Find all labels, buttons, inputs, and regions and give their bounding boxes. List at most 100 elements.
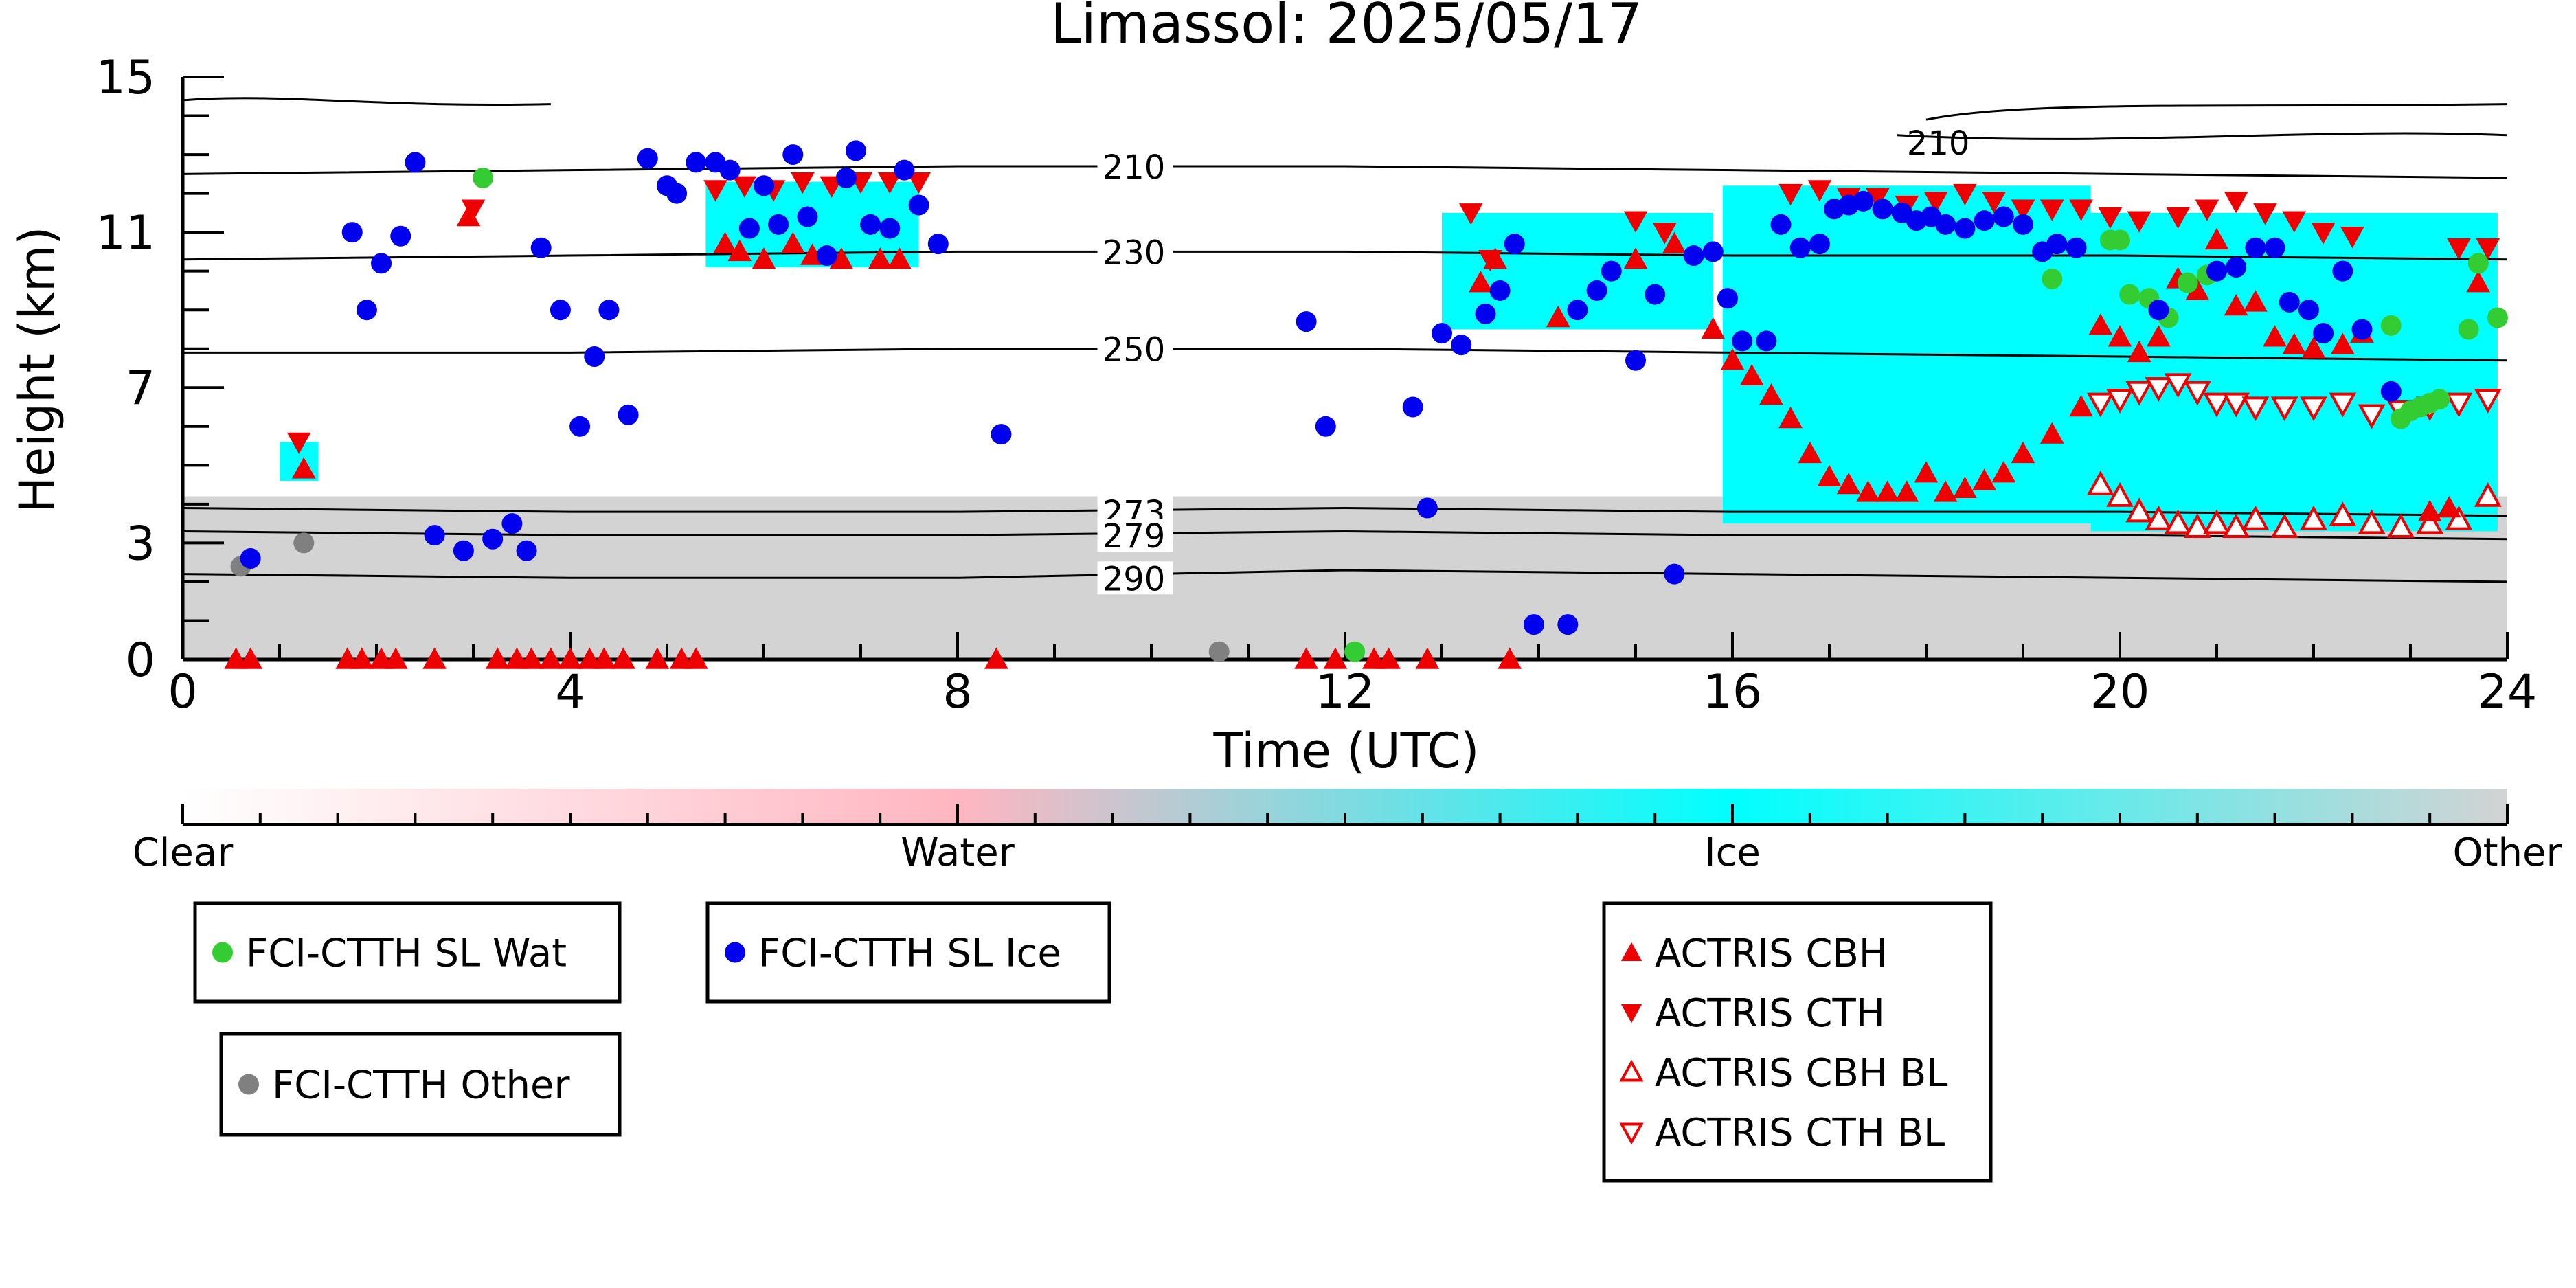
actris-cth-point [877,172,902,194]
fci-ctth-sl-ice-point [2245,237,2266,258]
actris-cbh-point [2204,227,2229,250]
fci-ctth-sl-ice-point [719,159,741,181]
actris-cbh-bl-point [2145,505,2173,530]
actris-cth-point [1458,203,1483,225]
actris-cbh-point [2224,294,2248,316]
actris-cth-bl-point [2300,396,2327,422]
fci-ctth-sl-ice-point [453,540,474,561]
legend-label: FCI-CTTH SL Wat [246,931,567,976]
fci-ctth-sl-ice-point [1809,234,1830,255]
actris-cbh-point [1720,348,1745,370]
x-tick-label: 16 [1703,665,1763,719]
x-tick-label: 4 [555,665,585,719]
actris-cbh-point [539,647,563,669]
fci-ctth-sl-ice-point [797,206,818,227]
fci-ctth-sl-ice-point [1601,260,1622,282]
actris-cbh-point [2127,340,2151,363]
isotherm-label: 290 [1103,560,1166,598]
actris-cth-bl-point [2106,389,2134,414]
actris-cth-point [2311,223,2336,245]
actris-cth-point [2195,199,2219,221]
fci-ctth-sl-ice-point [1489,280,1511,301]
fci-ctth-sl-ice-point [618,404,639,425]
fci-ctth-sl-ice-point [424,525,445,546]
fci-ctth-sl-ice-point [1770,214,1792,235]
actris-cbh-point [683,647,708,669]
fci-ctth-sl-ice-point [845,140,866,161]
fci-ctth-sl-ice-point [1586,280,1607,301]
fci-ctth-sl-wat-point [2380,315,2402,336]
isotherm-label: 230 [1103,234,1166,272]
data-points [224,140,2508,669]
fci-ctth-sl-ice-point [894,159,915,181]
y-tick-label: 3 [126,517,155,571]
fci-ctth-sl-ice-point [2013,214,2033,235]
fci-ctth-sl-ice-point [598,300,620,321]
actris-cth-point [1953,183,1977,206]
colorbar-label: Other [2452,831,2562,875]
fci-ctth-sl-ice-point [637,148,658,169]
fci-ctth-sl-ice-point [860,214,881,235]
actris-cth-point [2340,227,2364,249]
fci-ctth-sl-ice-point [2298,300,2319,321]
classification-background [183,181,2507,659]
actris-cbh-bl-point [2387,513,2415,538]
legend-marker [1620,942,1642,961]
actris-cbh-point [1759,383,1783,405]
actris-cbh-point [383,647,408,669]
fci-ctth-sl-ice-point [1402,396,1423,418]
actris-cbh-point [780,231,805,253]
fci-ctth-sl-ice-point [1993,206,2014,227]
fci-ctth-sl-wat-point [2110,229,2130,251]
actris-cbh-point [2282,332,2307,354]
legend-marker [1620,1004,1642,1024]
actris-cbh-point [291,457,316,479]
isotherm-label-bg [1097,332,1173,365]
legend-box [1602,901,1993,1183]
y-axis-label: Height (km) [9,227,65,513]
actris-cbh-bl-point [2300,505,2327,530]
actris-cth-point [2282,211,2307,233]
actris-cbh-point [2108,325,2132,347]
actris-cbh-point [2069,395,2093,417]
actris-cbh-point [1323,647,1348,669]
actris-cbh-point [645,647,670,669]
fci-ctth-sl-ice-point [1717,288,1738,309]
actris-cbh-bl-point [2270,513,2298,538]
fci-ctth-sl-ice-point [356,300,377,321]
fci-ctth-sl-wat-point [2119,284,2140,305]
actris-cth-point [2040,199,2064,221]
actris-cth-bl-point [2270,396,2298,422]
actris-cbh-point [592,647,616,669]
legend: FCI-CTTH SL Wat FCI-CTTH SL Ice FCI-CTTH O… [193,901,1993,1183]
actris-cbh-point [2466,271,2491,293]
actris-cbh-point [350,647,374,669]
fci-ctth-sl-ice-point [1664,563,1685,585]
actris-cbh-bl-point [2086,470,2114,495]
fci-ctth-sl-ice-point [768,214,789,235]
colorbar-label: Ice [1704,831,1761,875]
fci-ctth-sl-ice-point [1853,190,1874,212]
actris-cbh-bl-point [2183,513,2211,538]
fci-ctth-sl-wat-point [1344,641,1366,662]
fci-ctth-sl-ice-point [1475,303,1496,324]
fci-ctth-sl-ice-point [879,218,901,239]
legend-marker [238,1074,259,1095]
upper-contour-left [182,97,551,106]
actris-cth-point [1652,223,1677,245]
actris-cbh-point [1623,247,1648,269]
fci-ctth-sl-ice-point [501,513,523,534]
fci-ctth-sl-ice-point [1732,330,1753,352]
fci-ctth-sl-ice-point [1296,311,1317,332]
actris-cbh-point [1739,363,1764,386]
actris-cbh-bl-point [2445,505,2473,530]
actris-cth-bl-point [2183,381,2211,406]
fci-ctth-sl-wat-point [473,167,494,188]
fci-ctth-sl-ice-point [927,234,949,255]
actris-cth-point [286,432,311,454]
actris-cbh-point [1546,305,1570,328]
fci-ctth-sl-ice-point [482,528,504,550]
legend-box [705,901,1111,1004]
x-tick-label: 12 [1315,665,1375,719]
